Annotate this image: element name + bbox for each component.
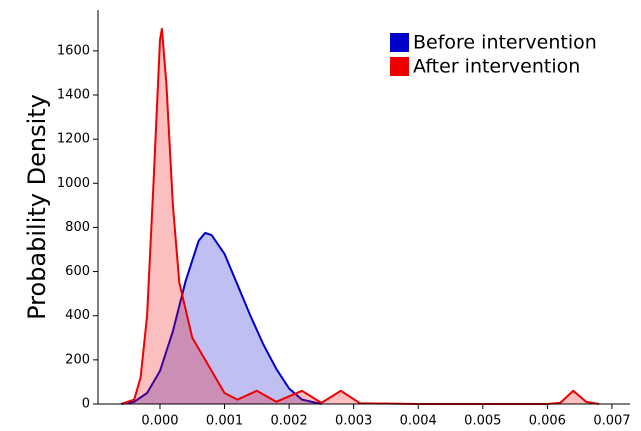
density-area [121, 28, 600, 405]
y-tick-label: 400 [65, 308, 90, 323]
y-tick-label: 1000 [57, 176, 90, 191]
x-tick-label: 0.001 [206, 414, 243, 429]
legend-swatch [390, 57, 409, 76]
x-tick-label: 0.005 [464, 414, 501, 429]
y-tick-label: 1600 [57, 43, 90, 58]
x-tick-label: 0.000 [141, 414, 178, 429]
y-axis-label: Probability Density [23, 94, 51, 320]
x-tick-label: 0.002 [270, 414, 307, 429]
x-tick-label: 0.003 [335, 414, 372, 429]
density-line [121, 231, 322, 405]
y-tick-label: 600 [65, 264, 90, 279]
y-tick-label: 1400 [57, 87, 90, 102]
x-tick-label: 0.004 [400, 414, 437, 429]
x-tick-label: 0.007 [593, 414, 630, 429]
x-tick-label: 0.006 [529, 414, 566, 429]
y-tick-label: 200 [65, 352, 90, 367]
legend-swatch [390, 33, 409, 52]
y-tick-label: 0 [82, 397, 90, 412]
legend-label: After intervention [413, 56, 580, 78]
y-tick-label: 1200 [57, 132, 90, 147]
y-tick-label: 800 [65, 220, 90, 235]
legend-label: Before intervention [413, 32, 597, 54]
